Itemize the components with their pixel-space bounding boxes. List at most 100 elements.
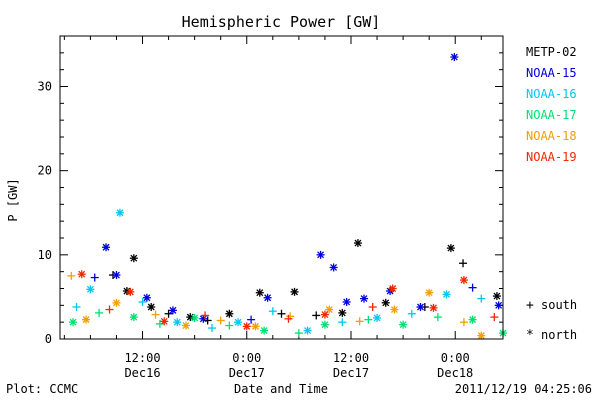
legend-entry: NOAA-15 [526,66,577,80]
data-point [294,329,303,338]
data-point [312,311,321,320]
data-point [129,254,138,263]
legend-entry: NOAA-17 [526,108,577,122]
y-tick-label: 30 [38,80,52,94]
data-point [459,276,468,285]
data-point [468,315,477,324]
data-point [342,297,351,306]
legend-entry: NOAA-18 [526,129,577,143]
data-point [388,284,397,293]
series-noaa-18 [67,271,486,340]
data-point [277,309,286,318]
data-point [494,301,503,310]
series-layer [67,53,507,340]
y-tick-label: 10 [38,248,52,262]
data-point [115,208,124,217]
data-point [255,288,264,297]
footer-timestamp: 2011/12/19 04:25:06 [455,382,592,396]
data-point [208,324,217,333]
data-point [459,318,468,327]
marker-legend-entry: + south [526,298,577,313]
data-point [147,303,156,312]
data-point [381,298,390,307]
legend-entry: METP-02 [526,45,577,59]
data-point [201,311,210,320]
data-point [142,293,151,302]
legend-entry: NOAA-16 [526,87,577,101]
y-tick-label: 0 [45,332,52,346]
data-point [355,317,364,326]
x-tick-date-label: Dec17 [333,366,369,380]
y-tick-label: 20 [38,164,52,178]
data-point [86,285,95,294]
data-point [225,309,234,318]
data-point [90,273,99,282]
data-point [95,308,104,317]
marker-legend-label: south [541,298,577,312]
data-point [168,306,177,315]
data-point [320,320,329,329]
data-point [399,320,408,329]
data-point [303,326,312,335]
x-tick-time-label: 0:00 [232,351,261,365]
data-point [160,317,169,326]
legend: METP-02 NOAA-15 NOAA-16 NOAA-17 NOAA-18 NOAA-… [526,45,577,343]
series-noaa-16 [72,208,486,335]
data-point [69,318,78,327]
data-point [263,293,272,302]
data-point [72,303,81,312]
x-tick-date-label: Dec16 [124,366,160,380]
data-point [138,297,147,306]
data-point [390,305,399,314]
x-tick-date-label: Dec17 [229,366,265,380]
chart-title: Hemispheric Power [GW] [182,13,381,31]
data-point [329,263,338,272]
series-noaa-17 [69,308,507,338]
data-point [260,326,269,335]
data-point [164,309,173,318]
data-point [450,53,459,62]
data-point [112,298,121,307]
data-point [492,292,501,301]
data-point [126,287,135,296]
data-point [316,250,325,259]
x-axis-label: Date and Time [234,382,328,396]
data-point [284,314,293,323]
data-point [105,305,114,314]
data-point [234,318,243,327]
data-point [242,322,251,331]
data-point [251,322,260,331]
marker-legend-symbol: + [526,298,534,313]
y-axis-label: P [GW] [6,178,20,221]
data-point [360,294,369,303]
data-point [82,315,91,324]
data-point [338,308,347,317]
data-point [446,244,455,253]
data-point [225,321,234,330]
data-point [338,318,347,327]
marker-legend-entry: * north [526,328,577,343]
data-point [477,331,486,340]
marker-legend-label: north [541,328,577,342]
data-point [268,307,277,316]
data-point [216,316,225,325]
x-tick-time-label: 12:00 [124,351,160,365]
data-point [112,271,121,280]
data-point [290,287,299,296]
data-point [190,313,199,322]
marker-legend-symbol: * [526,328,534,343]
legend-entry: NOAA-19 [526,150,577,164]
data-point [459,259,468,268]
data-point [151,310,160,319]
plot-frame [59,35,504,340]
data-point [490,313,499,322]
data-point [433,313,442,322]
data-point [425,288,434,297]
data-point [67,271,76,280]
x-tick-date-label: Dec18 [437,366,473,380]
x-tick-time-label: 0:00 [441,351,470,365]
data-point [320,310,329,319]
data-point [129,313,138,322]
